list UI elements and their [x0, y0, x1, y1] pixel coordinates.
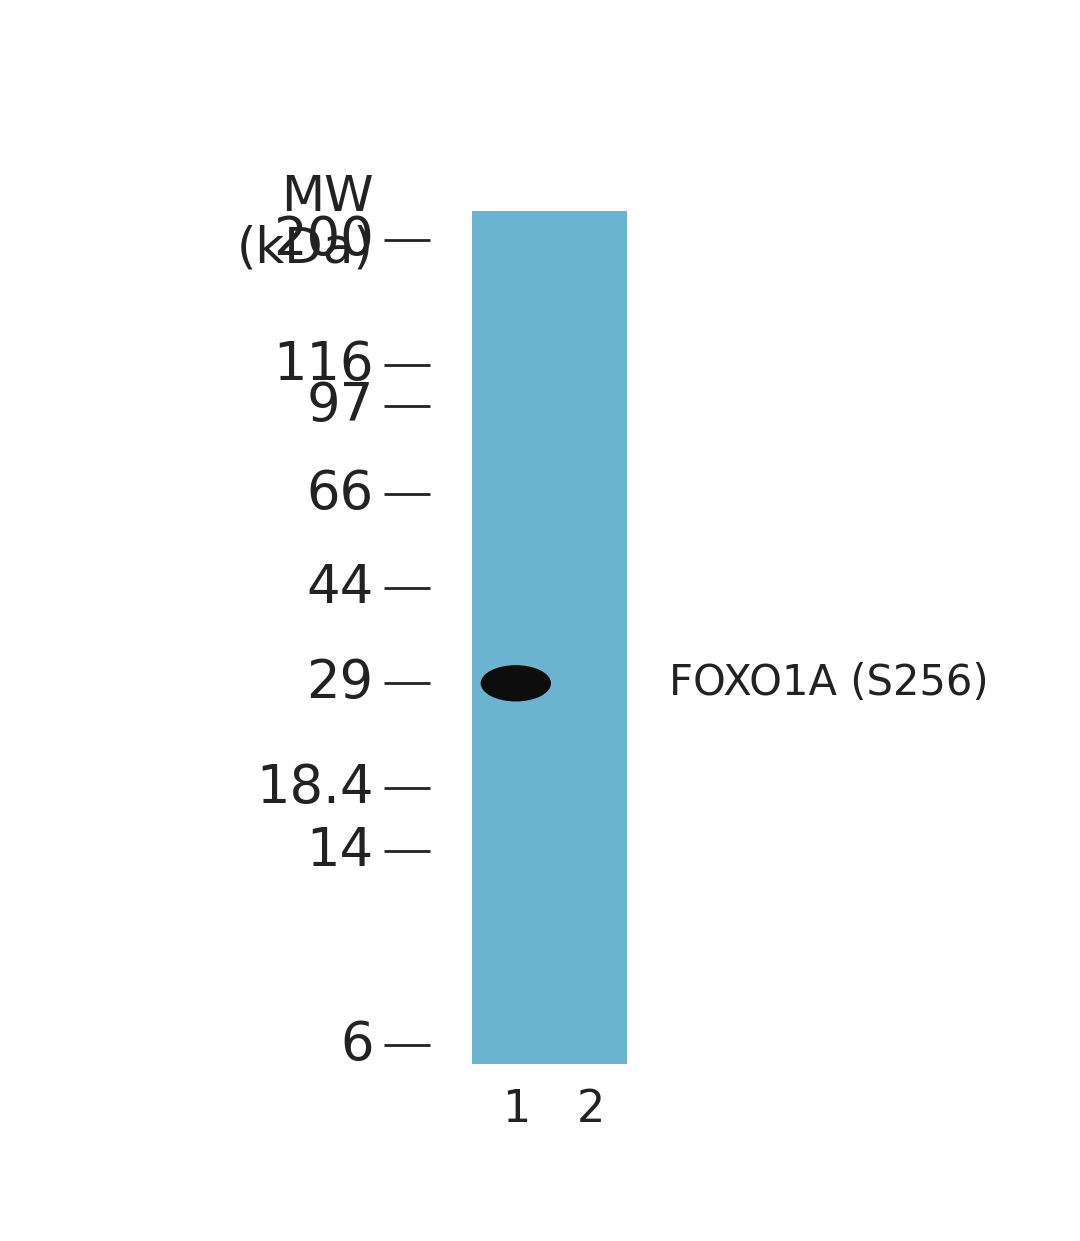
Text: 6: 6 — [340, 1019, 374, 1071]
Text: 66: 66 — [307, 468, 374, 520]
Text: 29: 29 — [307, 658, 374, 710]
Text: 2: 2 — [577, 1088, 606, 1132]
Bar — [472, 211, 559, 1065]
Text: 1: 1 — [502, 1088, 530, 1132]
Text: 116: 116 — [273, 339, 374, 391]
Ellipse shape — [481, 665, 551, 701]
Text: 200: 200 — [273, 213, 374, 266]
Bar — [555, 211, 626, 1065]
Text: MW
(kDa): MW (kDa) — [237, 172, 374, 273]
Text: 97: 97 — [307, 380, 374, 432]
Text: 18.4: 18.4 — [256, 762, 374, 814]
Text: 44: 44 — [307, 561, 374, 613]
Text: 14: 14 — [307, 824, 374, 876]
Text: FOXO1A (S256): FOXO1A (S256) — [669, 663, 988, 705]
